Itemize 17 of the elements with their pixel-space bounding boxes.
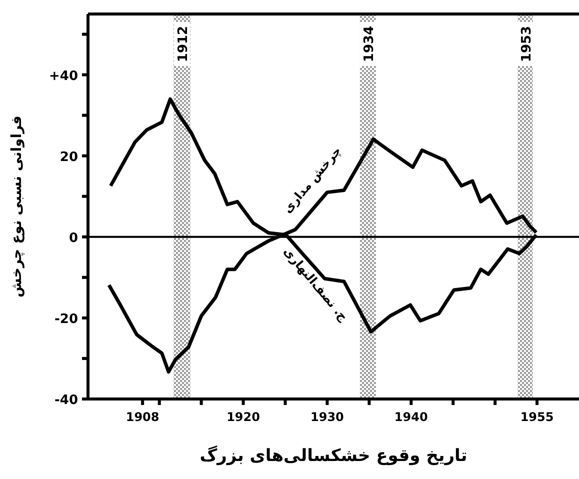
y-tick-label: -20 [54, 312, 78, 327]
y-tick-label: -40 [54, 393, 78, 408]
y-axis-title: فراوانی نسبی نوع چرخش [8, 116, 25, 298]
x-tick-label: 1955 [520, 410, 554, 424]
y-tick-label: 20 [60, 150, 78, 165]
y-tick-label: 0 [68, 230, 78, 246]
x-axis-title: تاریخ وقوع خشکسالی‌های بزرگ [200, 445, 468, 466]
text: ج. نصف‌النهاری [280, 244, 351, 324]
band-label: 1912 [176, 26, 192, 62]
text: چرخش مداری [280, 144, 344, 216]
x-tick-label: 1908 [126, 410, 160, 424]
x-tick-label: 1920 [226, 410, 260, 424]
band-label: 1953 [519, 26, 534, 62]
band-label: 1934 [362, 26, 377, 62]
y-tick-label: +40 [49, 68, 78, 84]
x-tick-label: 1930 [310, 410, 344, 424]
x-tick-label: 1940 [394, 410, 428, 424]
